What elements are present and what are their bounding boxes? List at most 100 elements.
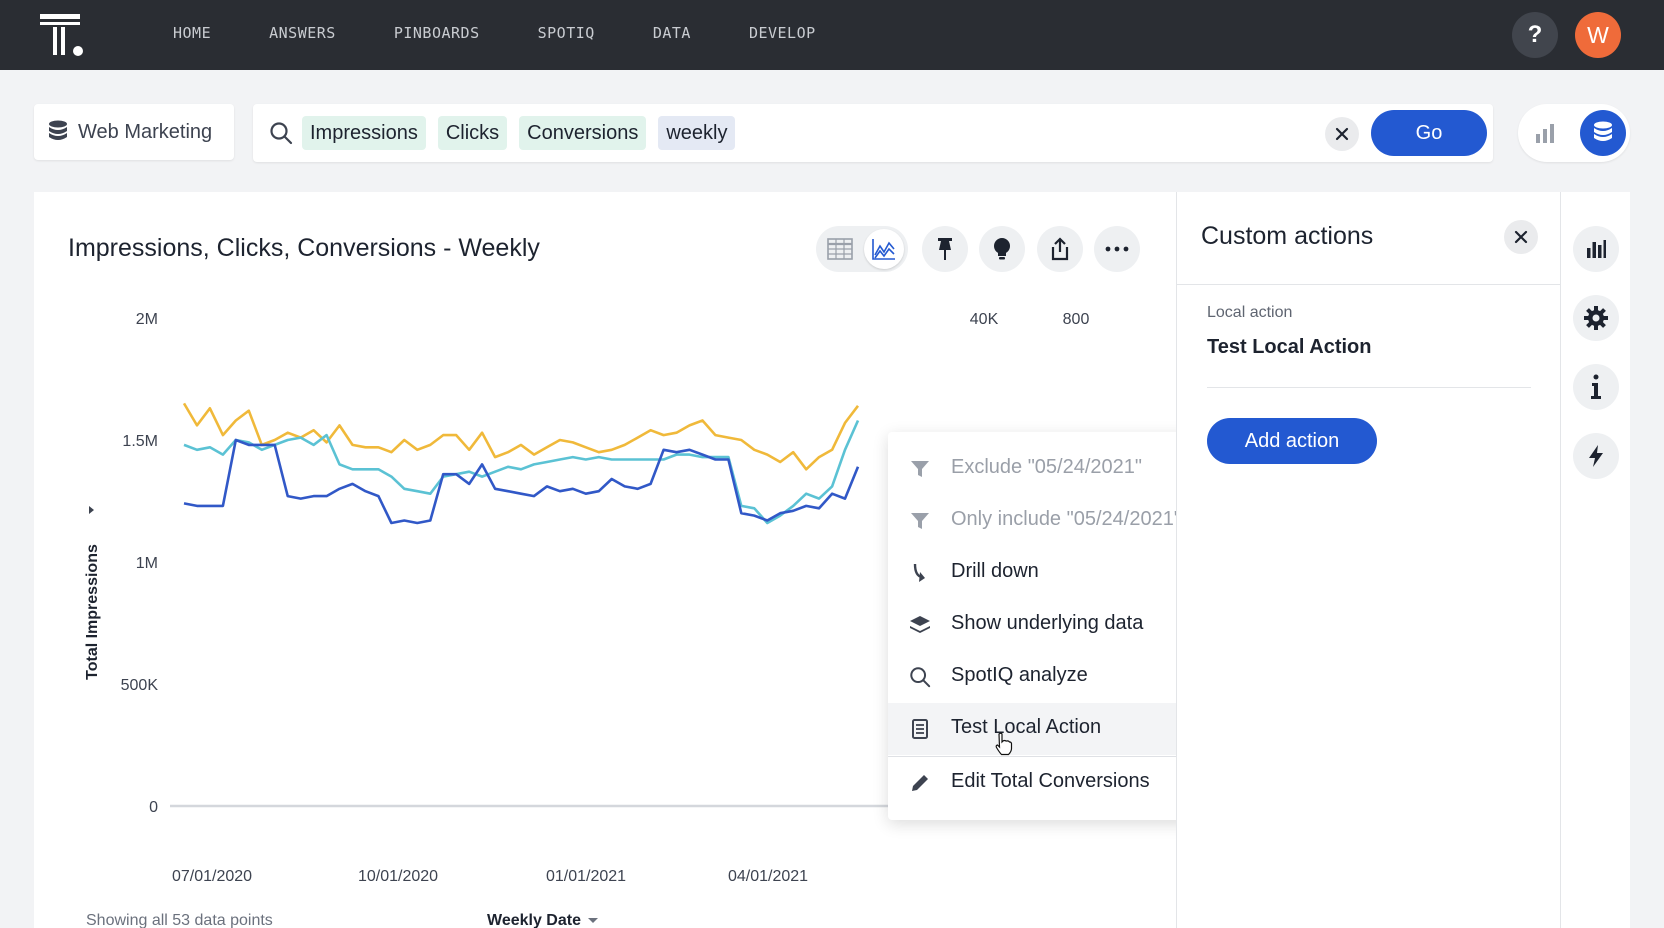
search-icon bbox=[910, 667, 931, 688]
data-mode-button[interactable] bbox=[1580, 110, 1626, 156]
info-icon bbox=[1591, 374, 1601, 399]
custom-actions-panel: Custom actions Local action Test Local A… bbox=[1176, 192, 1561, 928]
x-axis-selector-label: Weekly Date bbox=[487, 912, 581, 928]
help-button[interactable]: ? bbox=[1512, 12, 1558, 58]
gear-icon bbox=[1584, 306, 1608, 330]
search-bar[interactable]: Impressions Clicks Conversions weekly Go bbox=[253, 104, 1493, 162]
x-tick-label: 07/01/2020 bbox=[172, 868, 252, 885]
panel-title: Custom actions bbox=[1201, 222, 1374, 250]
settings-button[interactable] bbox=[1573, 295, 1619, 341]
menu-item-show-underlying-data[interactable]: Show underlying data bbox=[888, 599, 1220, 651]
insights-button[interactable] bbox=[979, 226, 1025, 272]
menu-item-label: Exclude "05/24/2021" bbox=[951, 456, 1143, 478]
hand-cursor-icon bbox=[995, 732, 1013, 756]
y-tick-label: 1.5M bbox=[122, 433, 158, 450]
database-icon bbox=[1594, 121, 1612, 141]
document-icon bbox=[912, 719, 928, 739]
lightbulb-icon bbox=[994, 238, 1010, 260]
table-icon bbox=[827, 238, 853, 260]
nav-menu: HOME ANSWERS PINBOARDS SPOTIQ DATA DEVEL… bbox=[173, 24, 874, 42]
filter-icon bbox=[911, 461, 929, 477]
pin-button[interactable] bbox=[922, 226, 968, 272]
close-icon bbox=[1514, 230, 1528, 244]
search-tokens: Impressions Clicks Conversions weekly bbox=[302, 116, 736, 150]
lightning-icon bbox=[1589, 445, 1603, 467]
panel-divider bbox=[1177, 284, 1561, 285]
x-tick-label: 01/01/2021 bbox=[546, 868, 626, 885]
add-action-button[interactable]: Add action bbox=[1207, 418, 1377, 464]
layers-icon bbox=[910, 616, 930, 633]
bar-chart-icon bbox=[1587, 240, 1606, 258]
top-navigation-bar: HOME ANSWERS PINBOARDS SPOTIQ DATA DEVEL… bbox=[0, 0, 1664, 70]
search-token[interactable]: Clicks bbox=[437, 116, 508, 150]
x-tick-label: 04/01/2021 bbox=[728, 868, 808, 885]
x-tick-label: 10/01/2020 bbox=[358, 868, 438, 885]
menu-item-edit-total-conversions[interactable]: Edit Total Conversions bbox=[888, 757, 1220, 809]
clear-search-button[interactable] bbox=[1325, 117, 1359, 151]
data-source-label: Web Marketing bbox=[78, 120, 213, 143]
pin-icon bbox=[938, 238, 952, 260]
user-avatar[interactable]: W bbox=[1575, 12, 1621, 58]
y-tick-label: 2M bbox=[136, 311, 158, 328]
right-rail bbox=[1560, 192, 1630, 928]
menu-item-label: Drill down bbox=[951, 560, 1039, 582]
menu-item-drill-down[interactable]: Drill down bbox=[888, 547, 1220, 599]
search-icon bbox=[270, 122, 293, 145]
custom-actions-button[interactable] bbox=[1573, 433, 1619, 479]
line-chart-icon bbox=[872, 239, 895, 260]
go-button[interactable]: Go bbox=[1371, 110, 1487, 156]
menu-item-label: Test Local Action bbox=[951, 716, 1102, 738]
y-tick-label: 1M bbox=[136, 555, 158, 572]
nav-item-answers[interactable]: ANSWERS bbox=[269, 24, 336, 42]
y-tick-label: 0 bbox=[149, 799, 158, 816]
y-axis-label: Total Impressions bbox=[84, 544, 101, 680]
more-options-button[interactable] bbox=[1094, 226, 1140, 272]
axis-expand-icon bbox=[89, 506, 94, 514]
view-toggle bbox=[816, 226, 908, 272]
series-line bbox=[183, 438, 860, 525]
chart-context-menu: Exclude "05/24/2021" Only include "05/24… bbox=[888, 432, 1220, 820]
menu-divider bbox=[888, 756, 1220, 757]
series-line bbox=[182, 402, 860, 471]
nav-item-spotiq[interactable]: SPOTIQ bbox=[537, 24, 595, 42]
nav-item-data[interactable]: DATA bbox=[652, 24, 691, 42]
line-chart[interactable]: 2M1.5M1M500K040K0800007/01/202010/01/202… bbox=[34, 192, 1176, 928]
info-button[interactable] bbox=[1573, 364, 1619, 410]
chevron-down-icon bbox=[587, 918, 598, 923]
menu-item-exclude[interactable]: Exclude "05/24/2021" bbox=[888, 443, 1220, 495]
chart-view-button[interactable] bbox=[864, 229, 904, 269]
nav-item-home[interactable]: HOME bbox=[173, 24, 212, 42]
close-panel-button[interactable] bbox=[1504, 220, 1538, 254]
thoughtspot-logo-icon[interactable] bbox=[40, 14, 86, 58]
table-view-button[interactable] bbox=[820, 229, 860, 269]
local-action-name[interactable]: Test Local Action bbox=[1207, 336, 1372, 358]
close-icon bbox=[1335, 127, 1349, 141]
search-token[interactable]: Conversions bbox=[519, 116, 647, 150]
search-mode-toggle bbox=[1518, 104, 1630, 162]
data-source-selector[interactable]: Web Marketing bbox=[34, 104, 234, 160]
search-token[interactable]: weekly bbox=[658, 116, 736, 150]
database-icon bbox=[49, 120, 67, 140]
filter-icon bbox=[911, 513, 929, 529]
nav-item-develop[interactable]: DEVELOP bbox=[748, 24, 816, 42]
y3-tick-label: 800 bbox=[1063, 311, 1090, 328]
drill-down-icon bbox=[913, 563, 925, 582]
menu-item-only-include[interactable]: Only include "05/24/2021" bbox=[888, 495, 1220, 547]
share-button[interactable] bbox=[1037, 226, 1083, 272]
menu-item-test-local-action[interactable]: Test Local Action bbox=[888, 703, 1220, 755]
pencil-icon bbox=[912, 775, 928, 791]
menu-item-label: Edit Total Conversions bbox=[951, 770, 1150, 792]
nav-item-pinboards[interactable]: PINBOARDS bbox=[393, 24, 480, 42]
menu-item-label: Show underlying data bbox=[951, 612, 1144, 634]
menu-item-label: Only include "05/24/2021" bbox=[951, 508, 1181, 530]
local-action-heading: Local action bbox=[1207, 304, 1293, 321]
bar-chart-icon[interactable] bbox=[1532, 120, 1558, 146]
x-axis-selector[interactable]: Weekly Date bbox=[487, 912, 599, 928]
chart-config-button[interactable] bbox=[1573, 226, 1619, 272]
menu-item-spotiq-analyze[interactable]: SpotIQ analyze bbox=[888, 651, 1220, 703]
menu-item-label: SpotIQ analyze bbox=[951, 664, 1088, 686]
search-token[interactable]: Impressions bbox=[302, 116, 426, 150]
data-points-summary: Showing all 53 data points bbox=[86, 912, 273, 928]
more-icon bbox=[1105, 246, 1129, 252]
chart-title: Impressions, Clicks, Conversions - Weekl… bbox=[68, 234, 540, 262]
